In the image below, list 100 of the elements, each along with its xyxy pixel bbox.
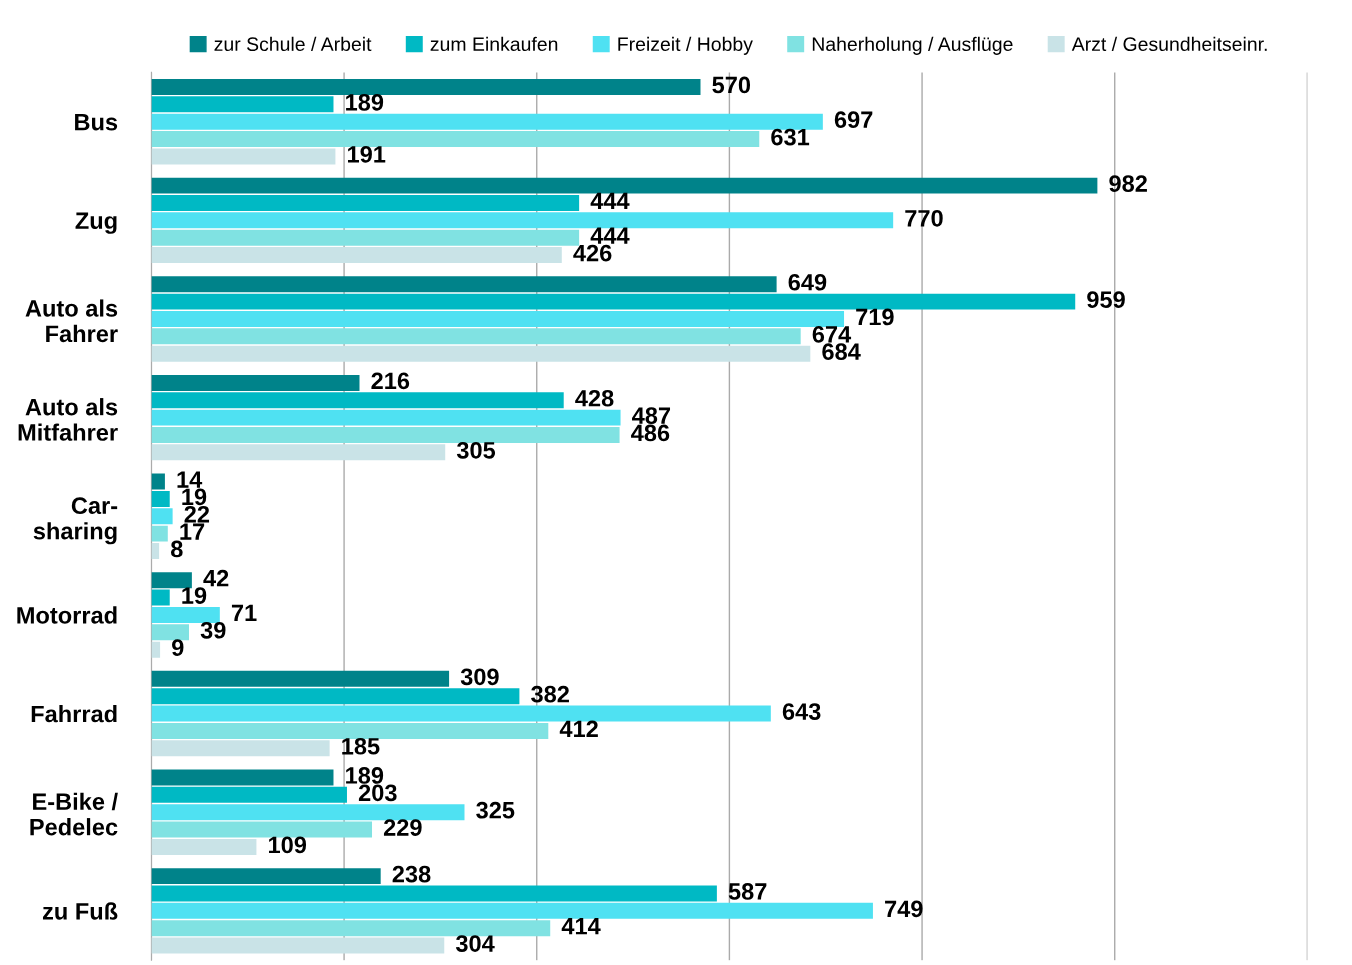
data-label: 9: [172, 639, 184, 656]
data-label: 719: [856, 308, 894, 326]
data-label: 238: [392, 865, 431, 883]
data-label: 382: [531, 685, 569, 703]
data-label: 959: [1087, 291, 1125, 308]
data-label: 189: [346, 767, 384, 784]
bar: [151, 525, 168, 542]
bar: [151, 937, 445, 954]
bar: [151, 572, 192, 589]
bar: [151, 409, 621, 426]
bar: [151, 311, 845, 327]
data-label: 216: [371, 372, 410, 390]
bar: [151, 490, 170, 507]
data-label: 42: [203, 569, 229, 587]
bar: [151, 177, 1098, 194]
data-label: 304: [455, 935, 495, 952]
legend-label: Freizeit / Hobby: [618, 36, 753, 55]
bar: [151, 543, 160, 559]
data-label: 19: [182, 587, 207, 604]
bar: [151, 345, 811, 362]
legend-label: Naherholung / Ausflüge: [812, 36, 1013, 55]
bar: [151, 641, 161, 658]
y-tick-label: Fahrrad: [31, 705, 117, 723]
data-label: 486: [631, 424, 670, 442]
bar: [151, 740, 330, 757]
data-label: 71: [231, 604, 257, 622]
bar: [151, 427, 620, 443]
bar: [151, 293, 1076, 310]
bar: [151, 78, 701, 95]
bar: [151, 786, 347, 803]
data-label: 229: [383, 819, 422, 836]
y-tick-label: Motorrad: [17, 606, 117, 624]
data-label: 309: [460, 668, 499, 686]
data-label: 587: [728, 883, 767, 900]
data-label: 8: [170, 540, 183, 558]
bar: [151, 670, 450, 687]
data-label: 325: [476, 801, 515, 819]
bar: [151, 276, 777, 293]
data-label: 426: [573, 244, 612, 262]
bar: [151, 328, 801, 345]
data-label: 770: [905, 209, 943, 227]
data-label: 444: [590, 227, 630, 244]
data-label: 203: [358, 784, 397, 802]
data-label: 674: [812, 325, 852, 343]
bar: [151, 392, 564, 409]
data-label: 631: [771, 128, 810, 146]
data-label: 684: [822, 343, 861, 361]
bar: [151, 705, 771, 722]
bar: [151, 508, 173, 525]
bar: [151, 902, 873, 919]
bar: [151, 868, 381, 885]
data-label: 487: [632, 407, 671, 424]
y-tick-label: Car- sharing: [33, 497, 118, 545]
bar: [151, 589, 170, 606]
bar: [151, 148, 336, 165]
bar: [151, 212, 894, 229]
data-label: 191: [348, 146, 386, 163]
bar: [151, 804, 465, 821]
y-tick-label: zu Fuß: [42, 902, 118, 920]
data-label: 643: [782, 703, 821, 720]
data-label: 982: [1109, 175, 1147, 192]
y-tick-label: E-Bike / Pedelec: [30, 792, 118, 836]
data-label: 22: [184, 505, 210, 523]
bar: [151, 769, 334, 786]
bar: [151, 624, 189, 641]
data-label: 189: [346, 93, 384, 111]
bar: [151, 473, 165, 490]
bar: [151, 838, 257, 855]
bar: [151, 606, 220, 623]
bar: [151, 885, 717, 902]
data-label: 19: [182, 488, 207, 506]
data-label: 17: [180, 523, 205, 540]
data-label: 749: [885, 900, 923, 918]
y-tick-label: Auto als Mitfahrer: [18, 398, 118, 441]
data-label: 305: [456, 441, 496, 459]
data-label: 412: [559, 720, 598, 738]
bar: [151, 96, 334, 113]
y-tick-label: Auto als Fahrer: [25, 299, 118, 343]
data-label: 428: [575, 389, 614, 407]
y-tick-label: Bus: [75, 114, 118, 131]
bar: [151, 247, 562, 264]
bar: [151, 688, 520, 705]
bar: [151, 444, 446, 461]
bar: [151, 194, 580, 211]
data-label: 109: [269, 836, 307, 854]
data-label: 414: [561, 918, 601, 935]
legend-label: Arzt / Gesundheitseinr.: [1071, 36, 1267, 52]
y-tick-label: Zug: [75, 212, 117, 234]
data-label: 697: [834, 111, 873, 129]
legend-label: zur Schule / Arbeit: [214, 36, 372, 52]
data-label: 185: [342, 737, 380, 755]
bar: [151, 722, 549, 739]
legend-label: zum Einkaufen: [430, 36, 558, 52]
data-label: 444: [590, 192, 630, 210]
bar: [151, 821, 373, 838]
bar: [151, 131, 760, 148]
data-label: 14: [177, 471, 203, 488]
data-label: 39: [200, 621, 226, 639]
bar: [151, 920, 551, 937]
data-label: 570: [712, 76, 751, 94]
